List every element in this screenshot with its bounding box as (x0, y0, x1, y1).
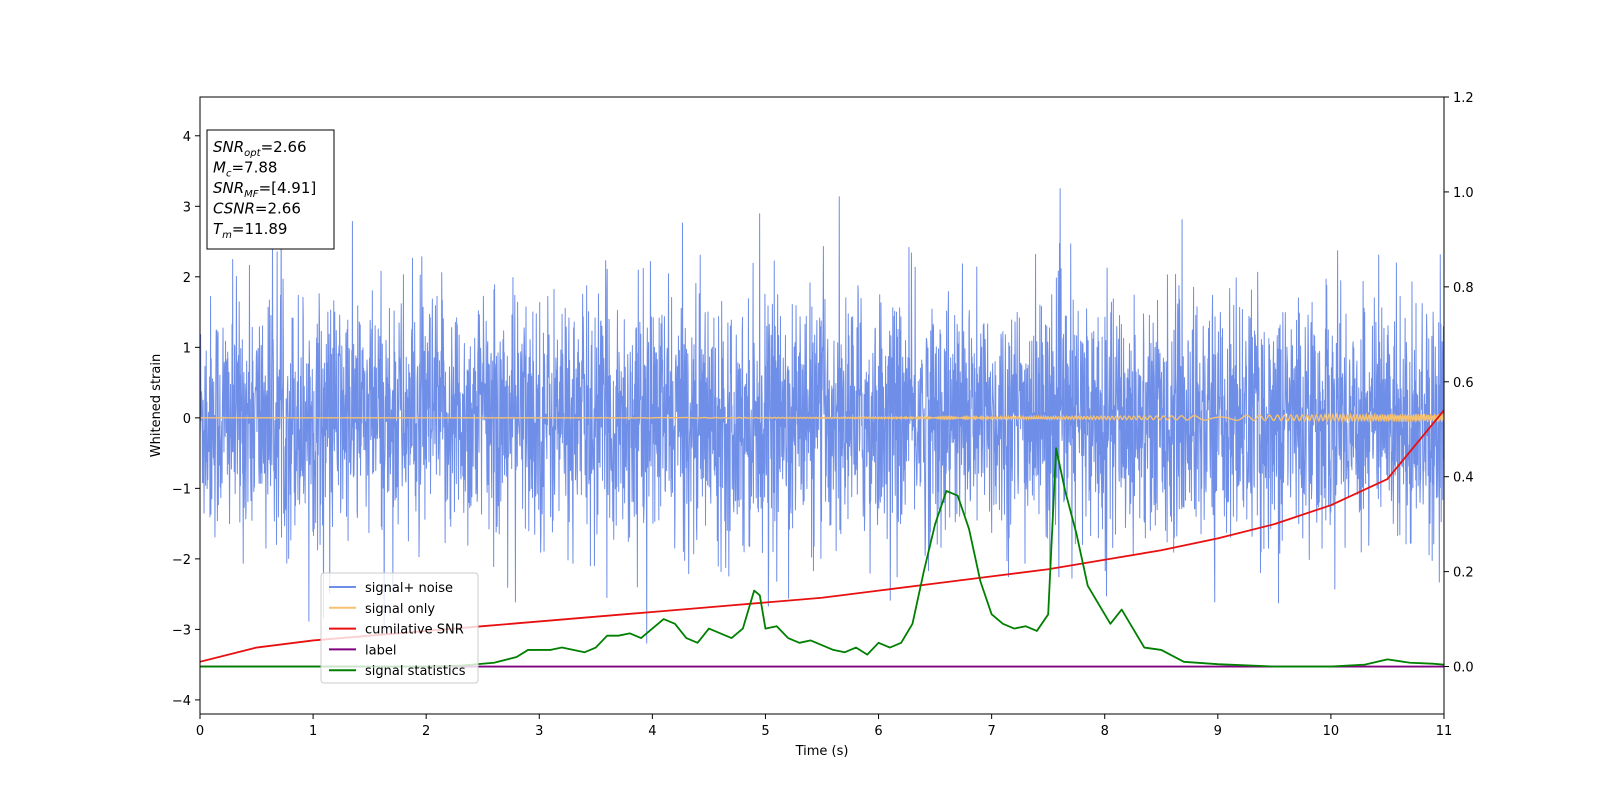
annotation-line: SNRopt=2.66 (213, 138, 307, 159)
x-tick-label: 5 (761, 724, 769, 739)
y-tick-label: 2 (183, 271, 191, 286)
y-tick-label: 1 (183, 341, 191, 356)
y-tick-label: −1 (172, 482, 191, 497)
series-signal-statistics (200, 447, 1444, 668)
x-tick-label: 1 (309, 724, 317, 739)
y2-tick-label: 0.2 (1453, 566, 1474, 581)
y2-tick-label: 0.6 (1453, 376, 1474, 391)
y2-tick-label: 0.0 (1453, 661, 1474, 676)
y2-tick-label: 0.8 (1453, 281, 1474, 296)
y-tick-label: 4 (183, 130, 191, 145)
x-tick-label: 6 (874, 724, 882, 739)
y-tick-label: 3 (183, 200, 191, 215)
legend-entry: cumilative SNR (365, 623, 464, 638)
annotation-line: CSNR=2.66 (213, 200, 301, 218)
legend: signal+ noise signal only cumilative SNR la… (320, 572, 479, 684)
x-tick-label: 8 (1101, 724, 1109, 739)
legend-entry: signal statistics (365, 664, 466, 679)
annotation-line: Mc=7.88 (213, 159, 277, 180)
y2-tick-label: 1.0 (1453, 186, 1474, 201)
annotation-frame (206, 129, 335, 250)
y-tick-label: −3 (172, 623, 191, 638)
y2-tick-label: 0.4 (1453, 471, 1474, 486)
x-tick-label: 2 (422, 724, 430, 739)
x-tick-label: 9 (1214, 724, 1222, 739)
x-axis-ticks: 0 1 2 3 4 5 6 7 8 9 10 11 (196, 714, 1452, 739)
x-tick-label: 0 (196, 724, 204, 739)
series-signal-noise (200, 188, 1444, 644)
y-tick-label: −2 (172, 553, 191, 568)
legend-entry: label (365, 643, 396, 658)
y2-tick-label: 1.2 (1453, 91, 1474, 106)
series-signal-only (200, 412, 1444, 424)
y-tick-label: −4 (172, 694, 191, 709)
annotation-line: Tm=11.89 (213, 220, 287, 241)
y2-axis-ticks: 0.0 0.2 0.4 0.6 0.8 1.0 1.2 (1444, 91, 1474, 676)
x-tick-label: 7 (987, 724, 995, 739)
x-tick-label: 4 (648, 724, 656, 739)
x-tick-label: 11 (1436, 724, 1453, 739)
legend-frame (320, 572, 479, 684)
y-axis-ticks: −4 −3 −2 −1 0 1 2 3 4 (172, 130, 200, 709)
x-axis-label: Time (s) (795, 744, 849, 759)
y-axis-label: Whitened strain (149, 354, 164, 457)
axes-frame (199, 96, 1445, 715)
y-tick-label: 0 (183, 412, 191, 427)
annotation-line: SNRMF=[4.91] (213, 179, 316, 200)
legend-entry: signal+ noise (365, 581, 453, 596)
x-tick-label: 10 (1323, 724, 1340, 739)
x-tick-label: 3 (535, 724, 543, 739)
legend-entry: signal only (365, 602, 435, 617)
